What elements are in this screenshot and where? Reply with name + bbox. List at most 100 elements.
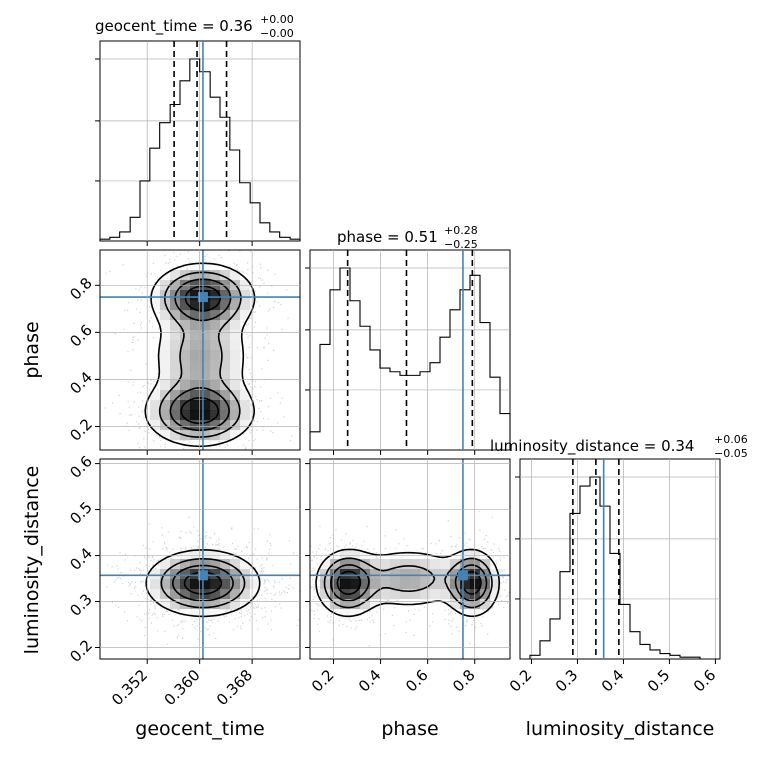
density-geocent-time-luminosity-distance-cell [220, 549, 231, 560]
density-phase-luminosity-distance-content [310, 459, 510, 659]
title-phase-median: 0.51 [404, 228, 437, 246]
density-geocent-time-luminosity-distance-truth-marker [197, 570, 208, 581]
density-geocent-time-phase-cell [220, 340, 231, 351]
density-phase-luminosity-distance-cell [350, 609, 361, 620]
density-phase-luminosity-distance-cell [320, 599, 331, 610]
density-geocent-time-phase-cell [230, 290, 241, 301]
density-geocent-time-luminosity-distance-ytick-label-0: 0.2 [66, 636, 96, 666]
density-phase-luminosity-distance-cell [450, 569, 461, 580]
density-phase-luminosity-distance-cell [470, 579, 481, 590]
density-geocent-time-luminosity-distance-cell [230, 559, 241, 570]
hist-luminosity-distance-frame [519, 458, 721, 660]
density-geocent-time-phase-ytick-label-3: 0.8 [66, 274, 96, 304]
density-geocent-time-phase-cell [210, 360, 221, 371]
density-geocent-time-phase-cell [210, 320, 221, 331]
density-phase-luminosity-distance-cell [440, 579, 451, 590]
density-phase-luminosity-distance-cell [360, 559, 371, 570]
density-phase-luminosity-distance-cell [380, 569, 391, 580]
density-geocent-time-phase-cell [240, 390, 251, 401]
density-geocent-time-phase-cell [160, 340, 171, 351]
density-geocent-time-phase-content [100, 250, 300, 450]
density-phase-luminosity-distance-cell [410, 579, 421, 590]
density-geocent-time-phase-cell [200, 340, 211, 351]
density-geocent-time-phase-cell [210, 340, 221, 351]
density-geocent-time-phase-cell [190, 360, 201, 371]
density-geocent-time-phase-cell [170, 420, 181, 431]
density-geocent-time-luminosity-distance-cell [240, 569, 251, 580]
density-geocent-time-luminosity-distance-cell [200, 579, 211, 590]
xlabel-luminosity-distance: luminosity_distance [526, 718, 715, 740]
density-geocent-time-phase-cell [170, 300, 181, 311]
density-geocent-time-phase-cell [200, 260, 211, 271]
density-phase-luminosity-distance-cell [470, 549, 481, 560]
hist-luminosity-distance-xtick-label-1: 0.3 [552, 666, 582, 696]
density-geocent-time-phase-cell [170, 310, 181, 321]
density-geocent-time-phase-contour-3 [180, 285, 221, 425]
density-geocent-time-phase-cell [190, 440, 201, 450]
density-geocent-time-luminosity-distance-cell [170, 569, 181, 580]
hist-geocent-time-step [99, 58, 301, 241]
density-geocent-time-luminosity-distance-cell [180, 549, 191, 560]
hist-luminosity-distance-xtick-label-3: 0.5 [644, 666, 674, 696]
density-phase-luminosity-distance-cell [330, 579, 341, 590]
density-geocent-time-phase-cell [170, 430, 181, 441]
density-phase-luminosity-distance-cell [390, 579, 401, 590]
density-geocent-time-phase-cell [180, 330, 191, 341]
title-luminosity-distance-name: luminosity_distance [490, 437, 639, 456]
density-geocent-time-phase-cell [220, 350, 231, 361]
density-geocent-time-luminosity-distance-cell [170, 579, 181, 590]
density-phase-luminosity-distance-panel [310, 459, 510, 659]
density-phase-luminosity-distance-cell [410, 569, 421, 580]
density-geocent-time-phase-cell [210, 290, 221, 301]
density-geocent-time-phase-contour-0 [144, 262, 256, 448]
density-geocent-time-phase-cell [190, 400, 201, 411]
density-geocent-time-phase-cell [190, 340, 201, 351]
density-phase-luminosity-distance-cell [330, 559, 341, 570]
density-geocent-time-phase-cell [180, 300, 191, 311]
density-geocent-time-phase-cell [210, 260, 221, 271]
density-geocent-time-luminosity-distance-cell [210, 549, 221, 560]
density-geocent-time-phase-cell [160, 370, 171, 381]
density-geocent-time-phase-cell [240, 410, 251, 421]
density-geocent-time-phase-cell [200, 440, 211, 450]
density-phase-luminosity-distance-cell [410, 589, 421, 600]
density-geocent-time-phase-cell [230, 350, 241, 361]
density-geocent-time-phase-cell [230, 370, 241, 381]
density-geocent-time-phase-panel [100, 250, 300, 450]
density-geocent-time-phase-cell [200, 310, 211, 321]
title-luminosity-distance-minus: −0.05 [714, 447, 748, 460]
density-geocent-time-luminosity-distance-ytick-label-1: 0.3 [66, 590, 96, 620]
density-geocent-time-phase-cell [210, 400, 221, 411]
density-geocent-time-phase-cell [190, 270, 201, 281]
density-phase-luminosity-distance-cell [390, 559, 401, 570]
title-geocent-time-name: geocent_time [95, 17, 197, 36]
density-geocent-time-phase-cell [190, 430, 201, 441]
density-geocent-time-luminosity-distance-cell [220, 579, 231, 590]
density-geocent-time-phase-cell [200, 410, 211, 421]
density-geocent-time-luminosity-distance-cell [180, 559, 191, 570]
density-geocent-time-phase-cell [200, 390, 211, 401]
density-phase-luminosity-distance-cell [470, 569, 481, 580]
density-geocent-time-phase-cell [230, 430, 241, 441]
density-geocent-time-phase-cell [240, 290, 251, 301]
density-phase-luminosity-distance-cell [400, 549, 411, 560]
density-geocent-time-phase-cell [230, 300, 241, 311]
title-phase-plus: +0.28 [444, 224, 478, 237]
density-phase-luminosity-distance-cell [400, 579, 411, 590]
density-geocent-time-phase-contour-2 [169, 278, 232, 432]
density-phase-luminosity-distance-cell [340, 549, 351, 560]
density-geocent-time-phase-cell [170, 350, 181, 361]
density-geocent-time-luminosity-distance-cell [190, 609, 201, 620]
density-geocent-time-phase-cell [180, 420, 191, 431]
density-geocent-time-phase-cell [180, 400, 191, 411]
density-geocent-time-phase-cell [170, 360, 181, 371]
density-phase-luminosity-distance-cell [380, 589, 391, 600]
density-geocent-time-phase-cell [150, 290, 161, 301]
density-geocent-time-phase-cell [150, 300, 161, 311]
density-geocent-time-luminosity-distance-cell [210, 559, 221, 570]
ylabel-luminosity-distance: luminosity_distance [21, 466, 43, 655]
ylabel-phase: phase [21, 321, 43, 378]
density-geocent-time-luminosity-distance-cell [210, 599, 221, 610]
density-phase-luminosity-distance-cell [460, 549, 471, 560]
density-phase-luminosity-distance-cell [350, 599, 361, 610]
